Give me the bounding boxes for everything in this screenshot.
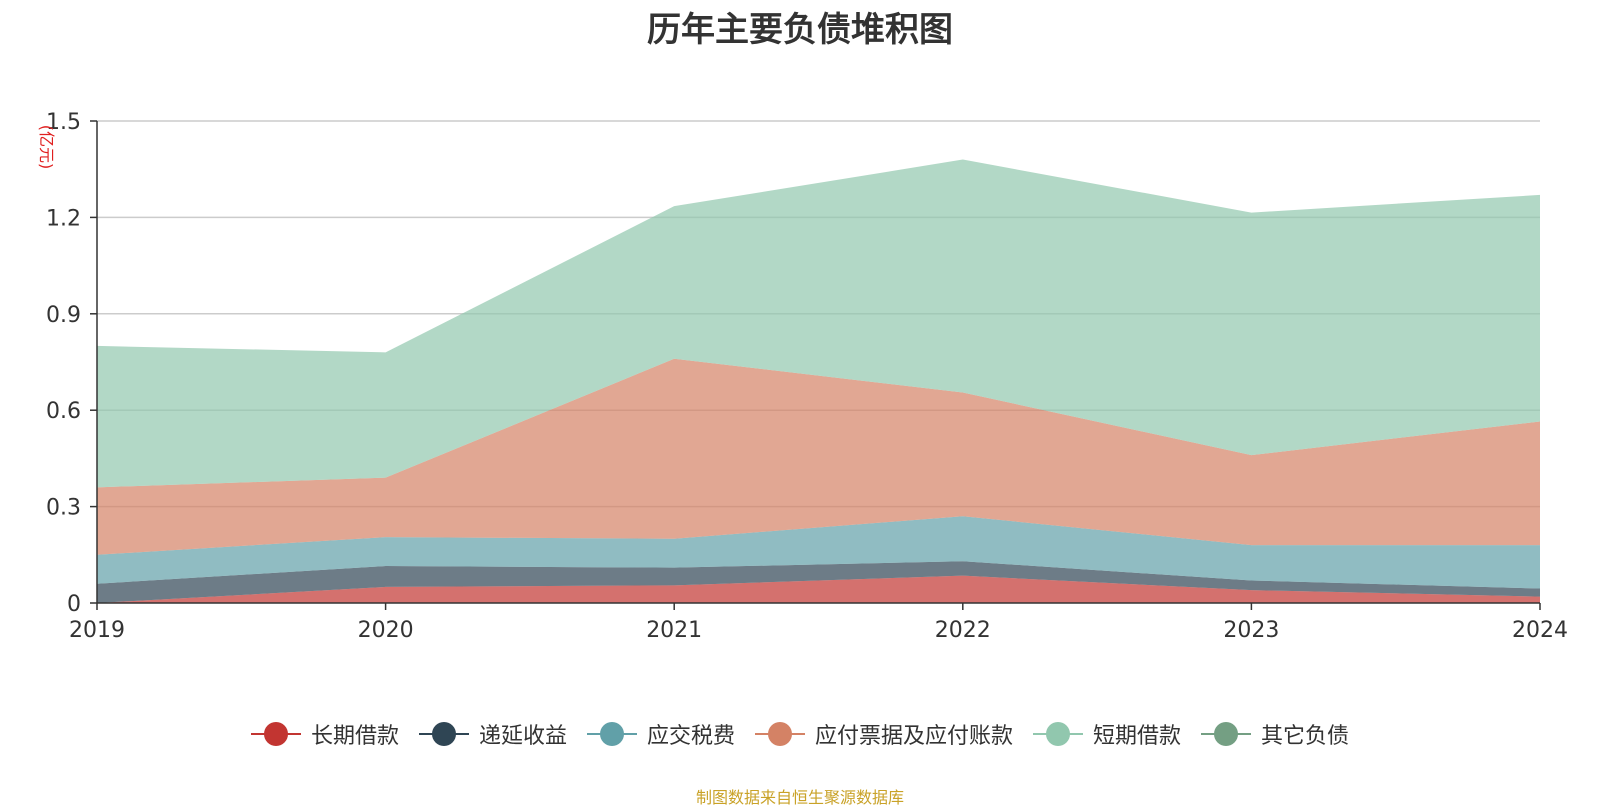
y-tick-label: 0.9 (46, 303, 81, 328)
legend-label: 递延收益 (478, 724, 567, 749)
y-tick-label: 1.5 (46, 110, 81, 135)
legend-item[interactable]: 递延收益 (418, 718, 567, 750)
y-tick-label: 0.6 (46, 399, 81, 424)
x-tick-label: 2020 (358, 618, 414, 643)
y-tick-label: 1.2 (46, 206, 81, 231)
legend-label: 短期借款 (1093, 724, 1182, 749)
legend-item[interactable]: 长期借款 (250, 718, 399, 750)
area-series-3 (97, 516, 1540, 589)
legend-marker (755, 721, 805, 747)
legend-label: 长期借款 (310, 724, 399, 749)
legend-item[interactable]: 应交税费 (586, 718, 735, 750)
chart-title: 历年主要负债堆积图 (647, 10, 953, 50)
legend-label: 应付票据及应付账款 (815, 724, 1014, 749)
legend-item[interactable]: 应付票据及应付账款 (755, 718, 1013, 750)
area-series-1 (97, 575, 1540, 603)
x-tick-label: 2019 (69, 618, 125, 643)
x-tick-label: 2022 (935, 618, 991, 643)
legend-marker (1201, 721, 1252, 747)
y-axis-label: (亿元) (37, 125, 56, 170)
area-series-4 (97, 358, 1540, 555)
legend-marker (586, 721, 637, 747)
y-tick-label: 0 (67, 592, 81, 617)
legend: 长期借款 递延收益 应交税费 应付票据及应付账款 短期借款 其它负债 (0, 718, 1600, 750)
x-tick-label: 2024 (1512, 618, 1568, 643)
source-note: 制图数据来自恒生聚源数据库 (695, 788, 904, 807)
x-tick-label: 2021 (646, 618, 702, 643)
legend-label: 其它负债 (1261, 724, 1350, 749)
y-tick-label: 0.3 (46, 496, 81, 521)
legend-item[interactable]: 其它负债 (1201, 718, 1349, 750)
area-series-2 (97, 561, 1540, 603)
legend-label: 应交税费 (646, 724, 735, 749)
legend-marker (1033, 721, 1084, 747)
legend-item[interactable]: 短期借款 (1033, 718, 1181, 750)
area-series-5 (97, 159, 1540, 488)
legend-marker (250, 721, 301, 747)
x-tick-label: 2023 (1223, 618, 1279, 643)
legend-marker (418, 721, 469, 747)
